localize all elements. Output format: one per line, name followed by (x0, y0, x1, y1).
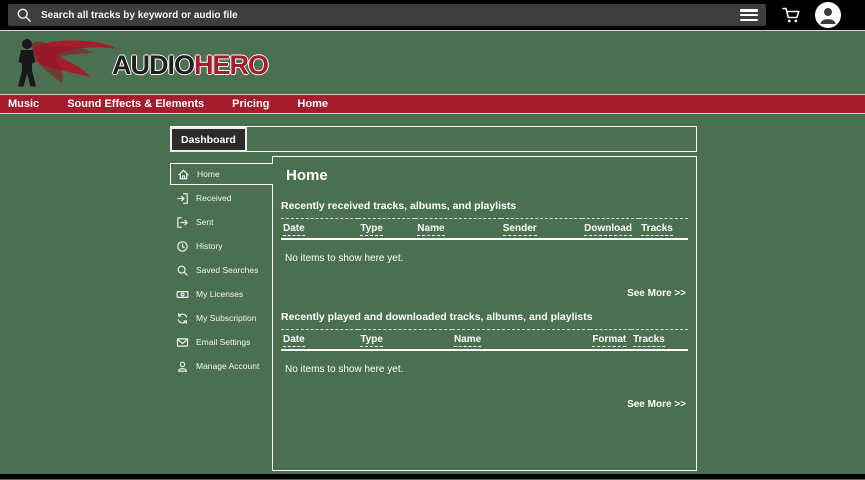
sidebar-item-label: History (196, 241, 223, 251)
tabbar-filler (246, 127, 697, 152)
user-avatar-icon[interactable] (815, 2, 841, 28)
column-header-date: Date (283, 334, 305, 347)
my-licenses-icon (176, 290, 189, 298)
received-icon (177, 192, 188, 204)
table-header-row: Date Type Name Format Tracks (281, 329, 688, 350)
received-table: Date Type Name Sender Download Tracks No… (281, 218, 688, 268)
column-header-type: Type (360, 334, 383, 347)
sent-icon (177, 216, 188, 228)
column-header-format: Format (592, 334, 627, 347)
audiohero-logo[interactable]: AUDIOHERO (6, 35, 269, 91)
cart-icon[interactable] (782, 7, 801, 24)
column-header-tracks: Tracks (641, 223, 673, 236)
column-header-type: Type (360, 223, 383, 236)
sidebar-item-label: Manage Account (196, 361, 260, 371)
hamburger-menu-icon[interactable] (740, 9, 758, 21)
logo-hero-text: HERO (194, 50, 269, 80)
sidebar-item-email-settings[interactable]: Email Settings (170, 331, 272, 353)
sidebar-item-my-subscription[interactable]: My Subscription (170, 307, 272, 329)
top-bar (0, 0, 865, 30)
sidebar-item-history[interactable]: History (170, 235, 272, 257)
sidebar-item-saved-searches[interactable]: Saved Searches (170, 259, 272, 281)
section-heading-received: Recently received tracks, albums, and pl… (281, 200, 517, 212)
played-table: Date Type Name Format Tracks No items to… (281, 329, 688, 379)
search-bar (8, 4, 766, 26)
footer-bar (0, 474, 865, 479)
dashboard-sidebar: Home Received Sent History Saved Searche… (170, 156, 273, 471)
column-header-name: Name (453, 334, 482, 347)
empty-row: No items to show here yet. (281, 350, 688, 379)
sidebar-item-label: Home (197, 169, 220, 179)
sidebar-item-label: Sent (196, 217, 214, 227)
saved-searches-icon (177, 265, 188, 276)
manage-account-icon (177, 361, 188, 372)
nav-item-pricing[interactable]: Pricing (232, 98, 270, 110)
column-header-date: Date (283, 223, 305, 236)
home-icon (178, 169, 189, 179)
nav-item-home[interactable]: Home (297, 98, 328, 110)
sidebar-item-label: My Licenses (196, 289, 244, 299)
sidebar-item-sent[interactable]: Sent (170, 211, 272, 233)
content-area: Dashboard Home Received Sent (0, 114, 865, 474)
nav-item-music[interactable]: Music (8, 98, 40, 110)
column-header-download: Download (584, 223, 632, 236)
dashboard-tabbar: Dashboard (170, 126, 697, 152)
sidebar-item-label: My Subscription (196, 313, 257, 323)
tab-dashboard[interactable]: Dashboard (170, 127, 247, 152)
history-icon (177, 240, 188, 252)
section-heading-played: Recently played and downloaded tracks, a… (281, 311, 593, 323)
empty-state-text: No items to show here yet. (285, 253, 404, 264)
empty-state-text: No items to show here yet. (285, 364, 404, 375)
search-input[interactable] (41, 9, 740, 21)
column-header-sender: Sender (502, 223, 537, 236)
sidebar-item-manage-account[interactable]: Manage Account (170, 355, 272, 377)
email-settings-icon (176, 337, 189, 347)
nav-item-sound-effects[interactable]: Sound Effects & Elements (67, 98, 205, 110)
sidebar-item-my-licenses[interactable]: My Licenses (170, 283, 272, 305)
table-header-row: Date Type Name Sender Download Tracks (281, 218, 688, 239)
sidebar-item-home[interactable]: Home (170, 163, 273, 185)
brand-header: AUDIOHERO (0, 30, 865, 95)
logo-audio-text: AUDIO (112, 50, 195, 80)
sidebar-item-received[interactable]: Received (170, 187, 272, 209)
main-nav: Music Sound Effects & Elements Pricing H… (0, 95, 865, 114)
empty-row: No items to show here yet. (281, 239, 688, 268)
see-more-link-received[interactable]: See More >> (627, 288, 686, 299)
sidebar-item-label: Email Settings (196, 337, 251, 347)
sidebar-item-label: Received (196, 193, 232, 203)
search-icon (17, 8, 31, 22)
my-subscription-icon (177, 312, 188, 324)
column-header-name: Name (417, 223, 445, 236)
dashboard-body: Home Received Sent History Saved Searche… (170, 156, 697, 471)
page-title: Home (286, 167, 328, 184)
sidebar-item-label: Saved Searches (196, 265, 259, 275)
dashboard-panel: Home Recently received tracks, albums, a… (272, 156, 697, 471)
column-header-tracks: Tracks (633, 334, 665, 347)
superhero-mascot-icon (18, 38, 118, 86)
logo-text: AUDIOHERO (112, 50, 269, 80)
dashboard-container: Dashboard Home Received Sent (170, 126, 697, 471)
see-more-link-played[interactable]: See More >> (627, 399, 686, 410)
